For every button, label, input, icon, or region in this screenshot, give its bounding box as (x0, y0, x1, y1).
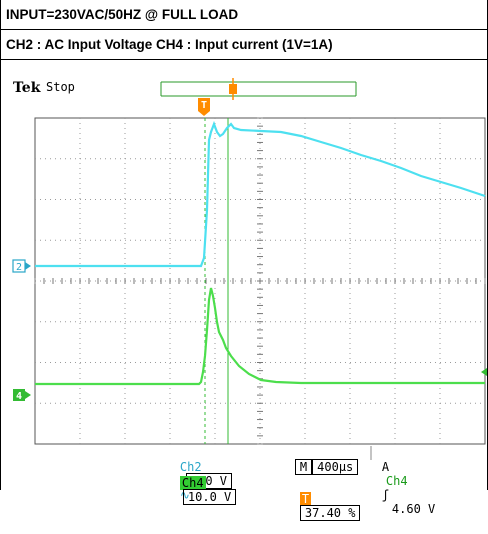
ch4-ground-marker[interactable]: 4 (13, 389, 31, 402)
trigger-marker-label: T (201, 100, 207, 111)
ch2-readout-label: Ch2 (179, 460, 202, 474)
caption-channel-legend: CH2 : AC Input Voltage CH4 : Input curre… (0, 30, 488, 60)
trigger-position-icon: T (299, 492, 312, 506)
timebase-value: 400µs (312, 459, 359, 475)
trigger-mode: A (381, 460, 390, 474)
ch4-readout[interactable]: Ch4 10.0 V (151, 462, 237, 518)
ch4-scale-value: 10.0 V (182, 489, 237, 505)
ch2-marker-label: 2 (16, 262, 22, 273)
ch4-readout-label: Ch4 (179, 476, 206, 490)
record-position-bar (160, 78, 357, 100)
trigger-position-value: 37.40 % (299, 505, 361, 521)
ch2-ground-marker[interactable]: 2 (12, 259, 31, 273)
tek-logo: Tek (13, 80, 41, 96)
caption-input-conditions: INPUT=230VAC/50HZ @ FULL LOAD (0, 0, 488, 30)
trigger-level-value: 4.60 V (391, 502, 436, 516)
timebase-readout[interactable]: M 400µs (266, 446, 359, 488)
timebase-mode: M (294, 459, 313, 475)
ch2-voltage-trace (35, 120, 486, 268)
trigger-position-readout[interactable]: T 37.40 % (271, 478, 361, 534)
trigger-level-arrow[interactable] (481, 368, 487, 376)
ch4-marker-label: 4 (16, 391, 22, 402)
trigger-readout[interactable]: A Ch4 ʃ 4.60 V (353, 446, 435, 530)
ch4-current-trace (35, 287, 485, 386)
trigger-slope-icon: ʃ (381, 488, 390, 502)
scope-canvas: T 2 4 (12, 78, 487, 460)
trigger-position-marker: T (198, 98, 210, 116)
trigger-source: Ch4 (385, 474, 408, 488)
oscilloscope-screenshot: Tek Stop T 2 (0, 60, 488, 521)
graticule (34, 117, 486, 445)
acquisition-status: Stop (46, 80, 75, 94)
